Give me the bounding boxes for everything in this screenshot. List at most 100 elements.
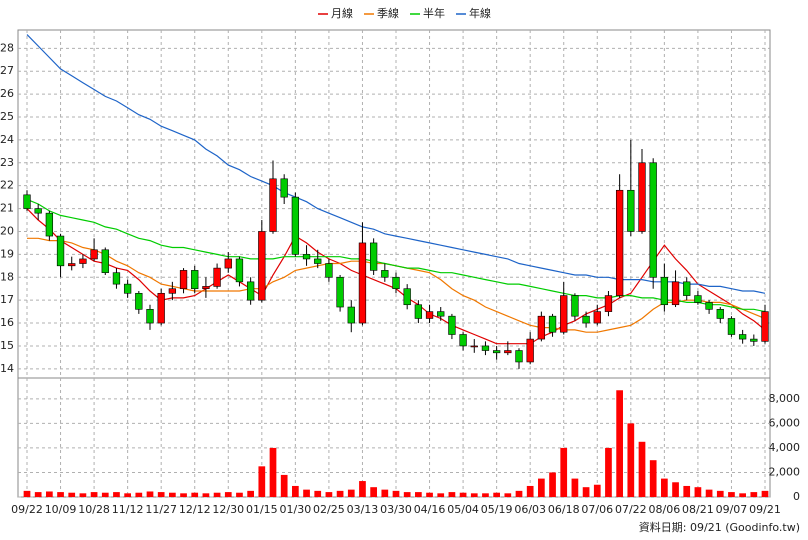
candle-body: [515, 350, 523, 363]
candle-body: [492, 350, 501, 354]
y-tick-label: 26: [0, 87, 14, 100]
volume-bar: [392, 490, 400, 497]
x-tick-label: 07/22: [615, 503, 647, 516]
volume-bar: [224, 492, 232, 497]
volume-bar: [325, 492, 333, 497]
volume-bar: [538, 478, 545, 497]
volume-bar: [90, 492, 98, 497]
candle-body: [727, 318, 736, 335]
y-tick-label: 14: [0, 362, 14, 375]
candle-body: [34, 208, 42, 214]
x-tick-label: 03/30: [380, 503, 412, 516]
y-tick-label: 27: [0, 64, 14, 77]
volume-bar: [515, 490, 523, 497]
candle-body: [414, 304, 423, 319]
candle-body: [537, 315, 546, 340]
candle-body: [56, 235, 65, 267]
x-tick-label: 08/21: [682, 503, 714, 516]
x-tick-label: 05/04: [447, 503, 479, 516]
volume-bar: [426, 492, 433, 497]
x-tick-label: 10/09: [45, 503, 77, 516]
candle-body: [459, 334, 467, 347]
x-tick-label: 10/28: [78, 503, 110, 516]
volume-bar: [716, 490, 724, 497]
volume-bar: [750, 492, 758, 497]
candle-body: [336, 276, 344, 308]
candle-body: [302, 254, 311, 260]
candle-body: [582, 315, 590, 324]
volume-bar: [247, 490, 254, 497]
candle-body: [347, 306, 355, 324]
y-tick-label: 16: [0, 316, 14, 329]
legend-label: 月線: [331, 6, 353, 20]
volume-bar: [113, 492, 120, 497]
volume-bar: [605, 447, 612, 497]
y-tick-label: 18: [0, 270, 14, 283]
candle-body: [280, 178, 288, 198]
volume-bar: [236, 492, 243, 497]
volume-bar: [135, 492, 143, 497]
ma-line: [26, 34, 766, 294]
y-tick-label: 25: [0, 110, 14, 123]
legend-label: 季線: [377, 6, 399, 20]
candle-body: [258, 231, 266, 301]
volume-bar: [459, 492, 467, 497]
volume-bar: [292, 485, 299, 497]
ma-line: [26, 198, 766, 313]
volume-bar: [347, 489, 355, 497]
volume-bar: [57, 492, 64, 497]
candle-body: [403, 288, 411, 306]
candle-body: [235, 258, 244, 283]
y-tick-label: 28: [0, 41, 14, 54]
volume-bar: [482, 493, 489, 497]
volume-bar: [202, 493, 210, 497]
candle-body: [470, 345, 478, 348]
candle-body: [79, 258, 87, 264]
candle-body: [369, 242, 378, 271]
candle-body: [325, 263, 333, 278]
volume-bar: [616, 390, 623, 497]
x-tick-label: 05/19: [481, 503, 513, 516]
candle-body: [135, 292, 143, 310]
volume-bar: [661, 478, 668, 497]
y-tick-label: 24: [0, 133, 14, 146]
candle-body: [671, 281, 680, 306]
volume-bar: [593, 484, 601, 497]
volume-bar: [470, 493, 478, 497]
volume-bar: [582, 487, 590, 497]
y-tick-label: 21: [0, 202, 14, 215]
volume-bar: [381, 489, 389, 497]
volume-bar: [370, 487, 377, 497]
volume-bar: [739, 493, 746, 497]
volume-bar: [728, 492, 735, 497]
y-tick-label: 6,000: [769, 416, 801, 429]
volume-bar: [649, 460, 657, 497]
volume-bar: [761, 490, 769, 497]
volume-bar: [101, 492, 109, 497]
y-tick-label: 20: [0, 224, 14, 237]
x-tick-label: 09/07: [716, 503, 748, 516]
candle-body: [425, 311, 434, 319]
candle-body: [627, 189, 635, 232]
candle-body: [381, 270, 389, 278]
candle-body: [358, 242, 367, 324]
candle-body: [738, 334, 747, 340]
candle-body: [437, 311, 445, 317]
volume-bar: [213, 492, 221, 497]
legend-label: 半年: [423, 6, 445, 20]
candle-body: [157, 292, 165, 324]
candle-body: [604, 295, 613, 312]
candle-body: [213, 267, 221, 287]
candle-body: [392, 276, 400, 290]
x-tick-label: 12/12: [179, 503, 211, 516]
candle-body: [705, 302, 713, 310]
x-tick-label: 01/30: [280, 503, 312, 516]
candle-body: [45, 212, 54, 237]
candle-body: [90, 249, 98, 260]
x-tick-label: 02/25: [313, 503, 345, 516]
x-tick-label: 12/30: [212, 503, 244, 516]
volume-bar: [280, 474, 288, 497]
volume-bar: [694, 487, 702, 497]
candle-body: [269, 178, 277, 232]
